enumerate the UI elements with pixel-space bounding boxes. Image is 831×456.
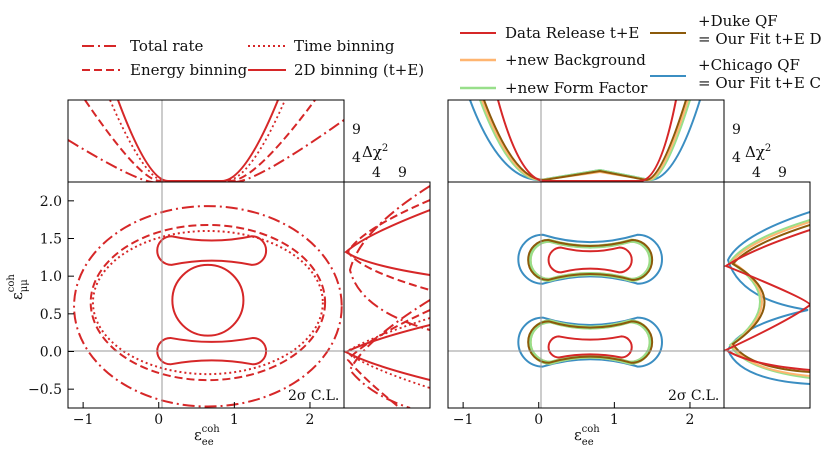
right-side-curve-red	[724, 229, 810, 371]
left-delta-chi2-label: Δχ2	[362, 143, 388, 161]
right-x-axis-label: εeecoh	[574, 424, 600, 448]
left-top-tick-9: 9	[352, 122, 361, 138]
left-top-frame	[67, 99, 345, 183]
svg-text:εμμcoh: εμμcoh	[6, 274, 30, 300]
left-side-frame	[343, 181, 431, 409]
right-x-tick-label: 2	[686, 412, 695, 428]
left-cl-label: 2σ C.L.	[288, 388, 339, 404]
right-contour-blue-0	[517, 233, 663, 285]
right-contour-blue-1	[517, 316, 663, 368]
right-top-curve-orange	[481, 100, 689, 182]
left-side-curve-dashed-bot	[346, 309, 430, 408]
right-contour-red-0	[547, 246, 633, 274]
left-contour-solid-lobe-0	[156, 235, 268, 266]
left-side-tick-4: 4	[372, 165, 381, 181]
right-top-tick-4: 4	[732, 150, 741, 166]
legend-label-duke: +Duke QF	[698, 12, 778, 30]
left-main-panel: 2σ C.L. −0.5 0.0 0.5 1.0 1.5 2.0 −1 0 1 2	[28, 181, 345, 428]
left-y-tick-label: 1.5	[40, 232, 62, 248]
right-delta-chi2-label: Δχ2	[745, 143, 771, 161]
left-side-curve-dashdot	[348, 185, 430, 331]
right-side-marginal: Δχ2 4 9	[723, 143, 811, 409]
right-cl-label: 2σ C.L.	[668, 388, 719, 404]
left-contour-solid-inner-ring	[171, 263, 245, 337]
legend-label-chicago-2: = Our Fit t+E C	[698, 74, 821, 92]
right-top-curve-brown	[483, 100, 687, 182]
legend-label-total-rate: Total rate	[130, 37, 204, 55]
left-y-tick-label: 0.5	[40, 307, 62, 323]
legend-label-new-form-factor: +new Form Factor	[505, 79, 648, 97]
legend-label-energy: Energy binning	[130, 61, 248, 79]
legend-label-data-release: Data Release t+E	[505, 24, 639, 42]
right-side-tick-9: 9	[778, 165, 787, 181]
left-x-tick-label: 2	[306, 412, 315, 428]
right-top-tick-9: 9	[732, 122, 741, 138]
legend-label-new-background: +new Background	[505, 51, 646, 69]
left-y-tick-label: 2.0	[40, 194, 62, 210]
left-top-curve-dashed	[84, 100, 316, 182]
left-y-tick-label: 0.0	[40, 345, 62, 361]
left-y-tick-label: 1.0	[40, 269, 62, 285]
right-top-curve-red	[497, 100, 677, 182]
legend-label-2d: 2D binning (t+E)	[294, 61, 424, 79]
right-side-tick-4: 4	[752, 165, 761, 181]
left-legend: Total rate Energy binning Time binning 2…	[82, 37, 424, 79]
right-top-marginal: 9 4	[447, 99, 741, 183]
right-side-curve-blue	[726, 211, 810, 385]
right-contour-brown-0	[527, 239, 653, 281]
right-side-frame	[723, 181, 811, 409]
left-side-curve-dashed	[346, 199, 430, 291]
left-top-tick-4: 4	[352, 150, 361, 166]
left-x-tick-label: 1	[230, 412, 239, 428]
right-x-tick-label: 1	[610, 412, 619, 428]
left-side-marginal: Δχ2 4 9	[343, 143, 431, 409]
legend-label-time: Time binning	[294, 37, 395, 55]
left-y-axis-label: εμμcoh	[6, 274, 30, 300]
right-contour-brown-1	[527, 320, 654, 364]
left-top-curve-solid	[117, 100, 279, 182]
right-contour-red-1	[547, 335, 633, 359]
left-y-tick-label: −0.5	[28, 382, 62, 398]
right-x-tick-label: −1	[453, 412, 474, 428]
left-x-axis-label: εeecoh	[194, 424, 220, 448]
left-side-tick-9: 9	[398, 165, 407, 181]
left-x-tick-label: 0	[154, 412, 163, 428]
legend-label-chicago: +Chicago QF	[698, 56, 800, 74]
left-side-curve-solid-top	[344, 209, 430, 276]
legend-label-duke-2: = Our Fit t+E D	[698, 30, 822, 48]
left-contour-dashdot	[73, 205, 343, 408]
right-main-frame	[447, 181, 725, 409]
left-top-marginal: 9 4	[67, 99, 361, 183]
left-side-curve-dotted-bot	[344, 317, 430, 389]
right-main-panel: 2σ C.L. −1 0 1 2	[447, 181, 725, 428]
left-contour-dotted	[91, 229, 324, 376]
right-legend: Data Release t+E +new Background +new Fo…	[460, 12, 822, 97]
left-x-tick-label: −1	[73, 412, 94, 428]
right-x-tick-label: 0	[534, 412, 543, 428]
left-contour-dashed	[89, 223, 327, 382]
left-top-curve-dashdot	[68, 119, 344, 182]
right-side-curve-orange	[730, 221, 810, 377]
left-contour-solid-lobe-1	[156, 336, 268, 366]
